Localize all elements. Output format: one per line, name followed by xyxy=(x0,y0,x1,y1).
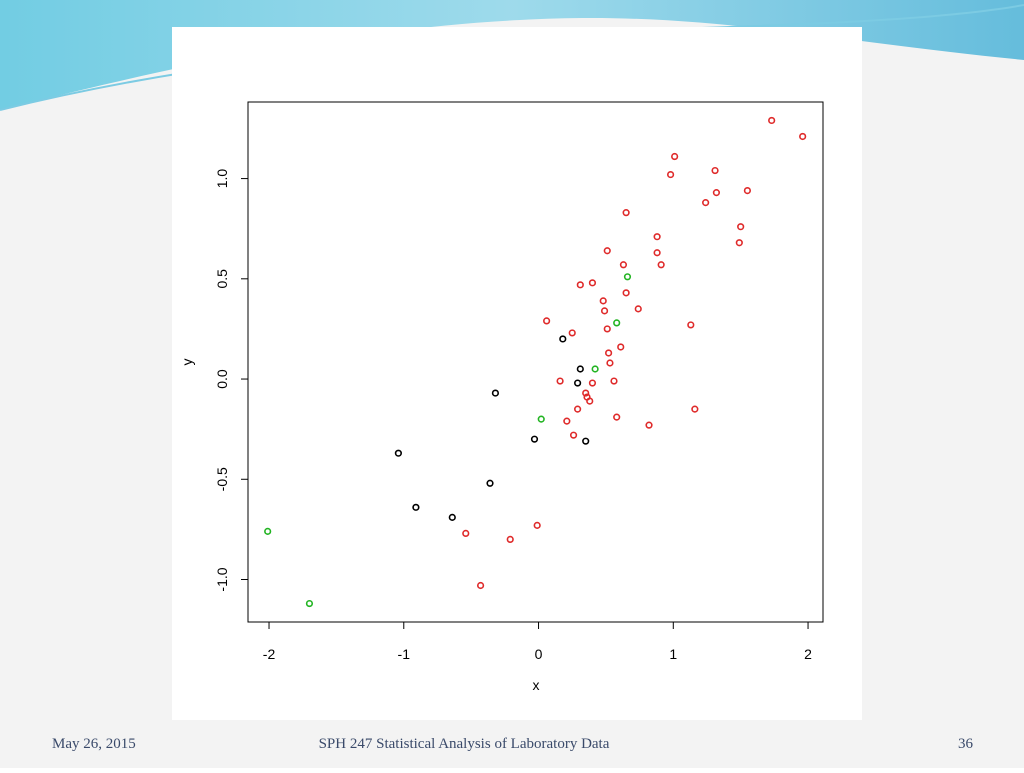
x-tick-label: 2 xyxy=(804,646,812,662)
point xyxy=(476,581,485,590)
point xyxy=(568,329,576,337)
point xyxy=(537,415,545,423)
point xyxy=(486,479,494,487)
point xyxy=(574,405,582,413)
x-tick-label: -2 xyxy=(263,646,276,662)
point xyxy=(556,377,564,385)
point xyxy=(491,389,500,397)
point xyxy=(586,397,594,405)
point xyxy=(588,379,597,387)
point xyxy=(530,435,539,443)
point xyxy=(305,599,314,608)
point xyxy=(737,223,745,231)
point xyxy=(613,413,621,421)
point xyxy=(576,281,584,289)
y-axis-label: y xyxy=(179,359,195,366)
point xyxy=(645,421,653,429)
point xyxy=(619,261,628,269)
y-tick-label: 0.0 xyxy=(214,369,230,389)
point xyxy=(599,297,607,305)
point xyxy=(613,319,621,327)
point xyxy=(712,189,721,197)
point xyxy=(264,527,272,535)
point xyxy=(743,187,752,195)
point xyxy=(603,325,611,333)
footer-title: SPH 247 Statistical Analysis of Laborato… xyxy=(319,736,610,752)
point xyxy=(394,449,402,457)
point xyxy=(412,503,420,511)
point xyxy=(671,152,679,161)
point xyxy=(543,317,551,325)
footer-date: May 26, 2015 xyxy=(52,736,136,752)
point xyxy=(653,249,661,257)
point xyxy=(603,247,611,255)
point xyxy=(533,521,541,529)
point xyxy=(448,513,456,521)
point xyxy=(574,379,582,387)
point xyxy=(799,132,807,141)
point xyxy=(711,166,719,175)
point xyxy=(687,321,695,329)
point xyxy=(462,529,470,537)
point xyxy=(657,261,665,269)
x-axis-label: x xyxy=(533,677,540,693)
point xyxy=(622,209,630,217)
x-tick-label: 0 xyxy=(535,646,543,662)
y-tick-label: -1.0 xyxy=(214,567,230,591)
point xyxy=(576,365,584,373)
point xyxy=(506,535,514,544)
y-tick-label: 0.5 xyxy=(214,269,230,289)
point xyxy=(588,279,597,287)
point xyxy=(623,273,632,281)
point xyxy=(582,437,590,445)
point xyxy=(691,405,699,413)
footer-page: 36 xyxy=(958,736,974,752)
point xyxy=(569,431,578,439)
point xyxy=(559,335,567,343)
point xyxy=(634,305,642,313)
y-tick-label: -0.5 xyxy=(214,467,230,491)
point xyxy=(610,377,618,385)
point xyxy=(653,233,661,241)
x-tick-label: 1 xyxy=(669,646,677,662)
y-tick-label: 1.0 xyxy=(214,169,230,189)
x-tick-label: -1 xyxy=(398,646,411,662)
point xyxy=(600,307,609,315)
point xyxy=(768,116,776,125)
point xyxy=(563,417,571,425)
plot-frame xyxy=(247,101,824,623)
point xyxy=(605,349,613,357)
point xyxy=(622,289,630,297)
point xyxy=(617,343,625,351)
point xyxy=(591,365,599,373)
point xyxy=(582,389,590,397)
point xyxy=(666,170,675,179)
point xyxy=(606,359,614,367)
point xyxy=(702,199,710,207)
plot-image xyxy=(172,27,862,720)
point xyxy=(735,239,743,247)
